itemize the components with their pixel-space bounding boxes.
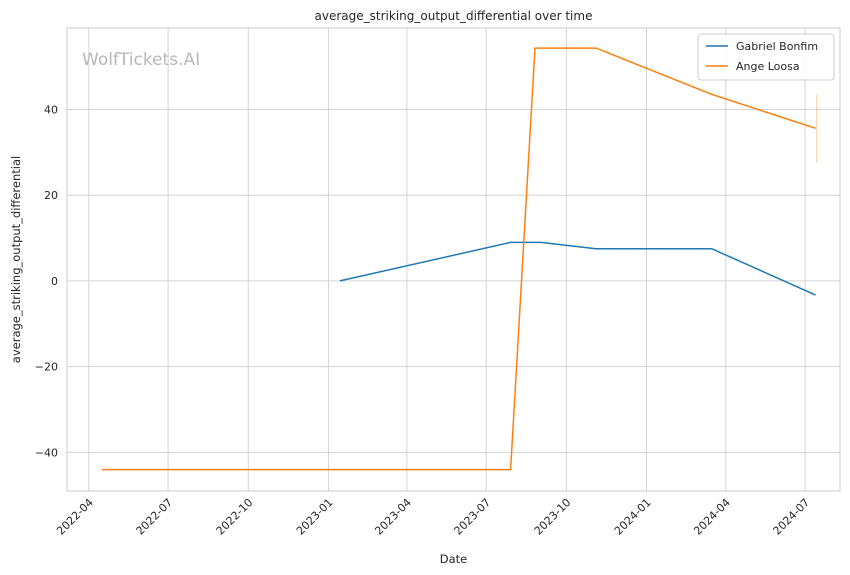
x-tick-label: 2024-04: [691, 496, 733, 538]
legend-box: [697, 33, 835, 81]
x-tick-label: 2024-07: [771, 496, 813, 538]
legend-label-2: Ange Loosa: [736, 60, 800, 73]
y-tick-label: −20: [35, 361, 58, 374]
watermark: WolfTickets.AI: [82, 50, 200, 70]
plot-area: [66, 27, 841, 492]
x-tick-label: 2022-10: [214, 496, 256, 538]
y-axis-title: average_striking_output_differential: [9, 156, 23, 363]
y-tick-label: −40: [35, 446, 58, 459]
tick-labels: 2022-04 2022-07 2022-10 2023-01 2023-04 2023-…: [35, 103, 812, 537]
x-tick-label: 2024-01: [612, 496, 654, 538]
x-tick-label: 2022-07: [134, 496, 176, 538]
x-tick-label: 2023-01: [294, 496, 336, 538]
y-tick-label: 0: [51, 275, 58, 288]
x-tick-label: 2023-10: [532, 496, 574, 538]
y-tick-label: 20: [44, 189, 58, 202]
y-tick-label: 40: [44, 103, 58, 116]
series-line-1: [339, 241, 816, 296]
series-layer: [101, 47, 818, 471]
series-line-2: [101, 47, 816, 471]
grid: [67, 28, 840, 491]
legend: Gabriel Bonfim Ange Loosa: [697, 33, 835, 81]
chart-title: average_striking_output_differential ove…: [315, 9, 593, 23]
x-tick-label: 2023-07: [452, 496, 494, 538]
x-tick-label: 2022-04: [54, 496, 96, 538]
x-tick-label: 2023-04: [372, 496, 414, 538]
legend-label-1: Gabriel Bonfim: [736, 40, 818, 53]
x-axis-title: Date: [440, 552, 468, 566]
